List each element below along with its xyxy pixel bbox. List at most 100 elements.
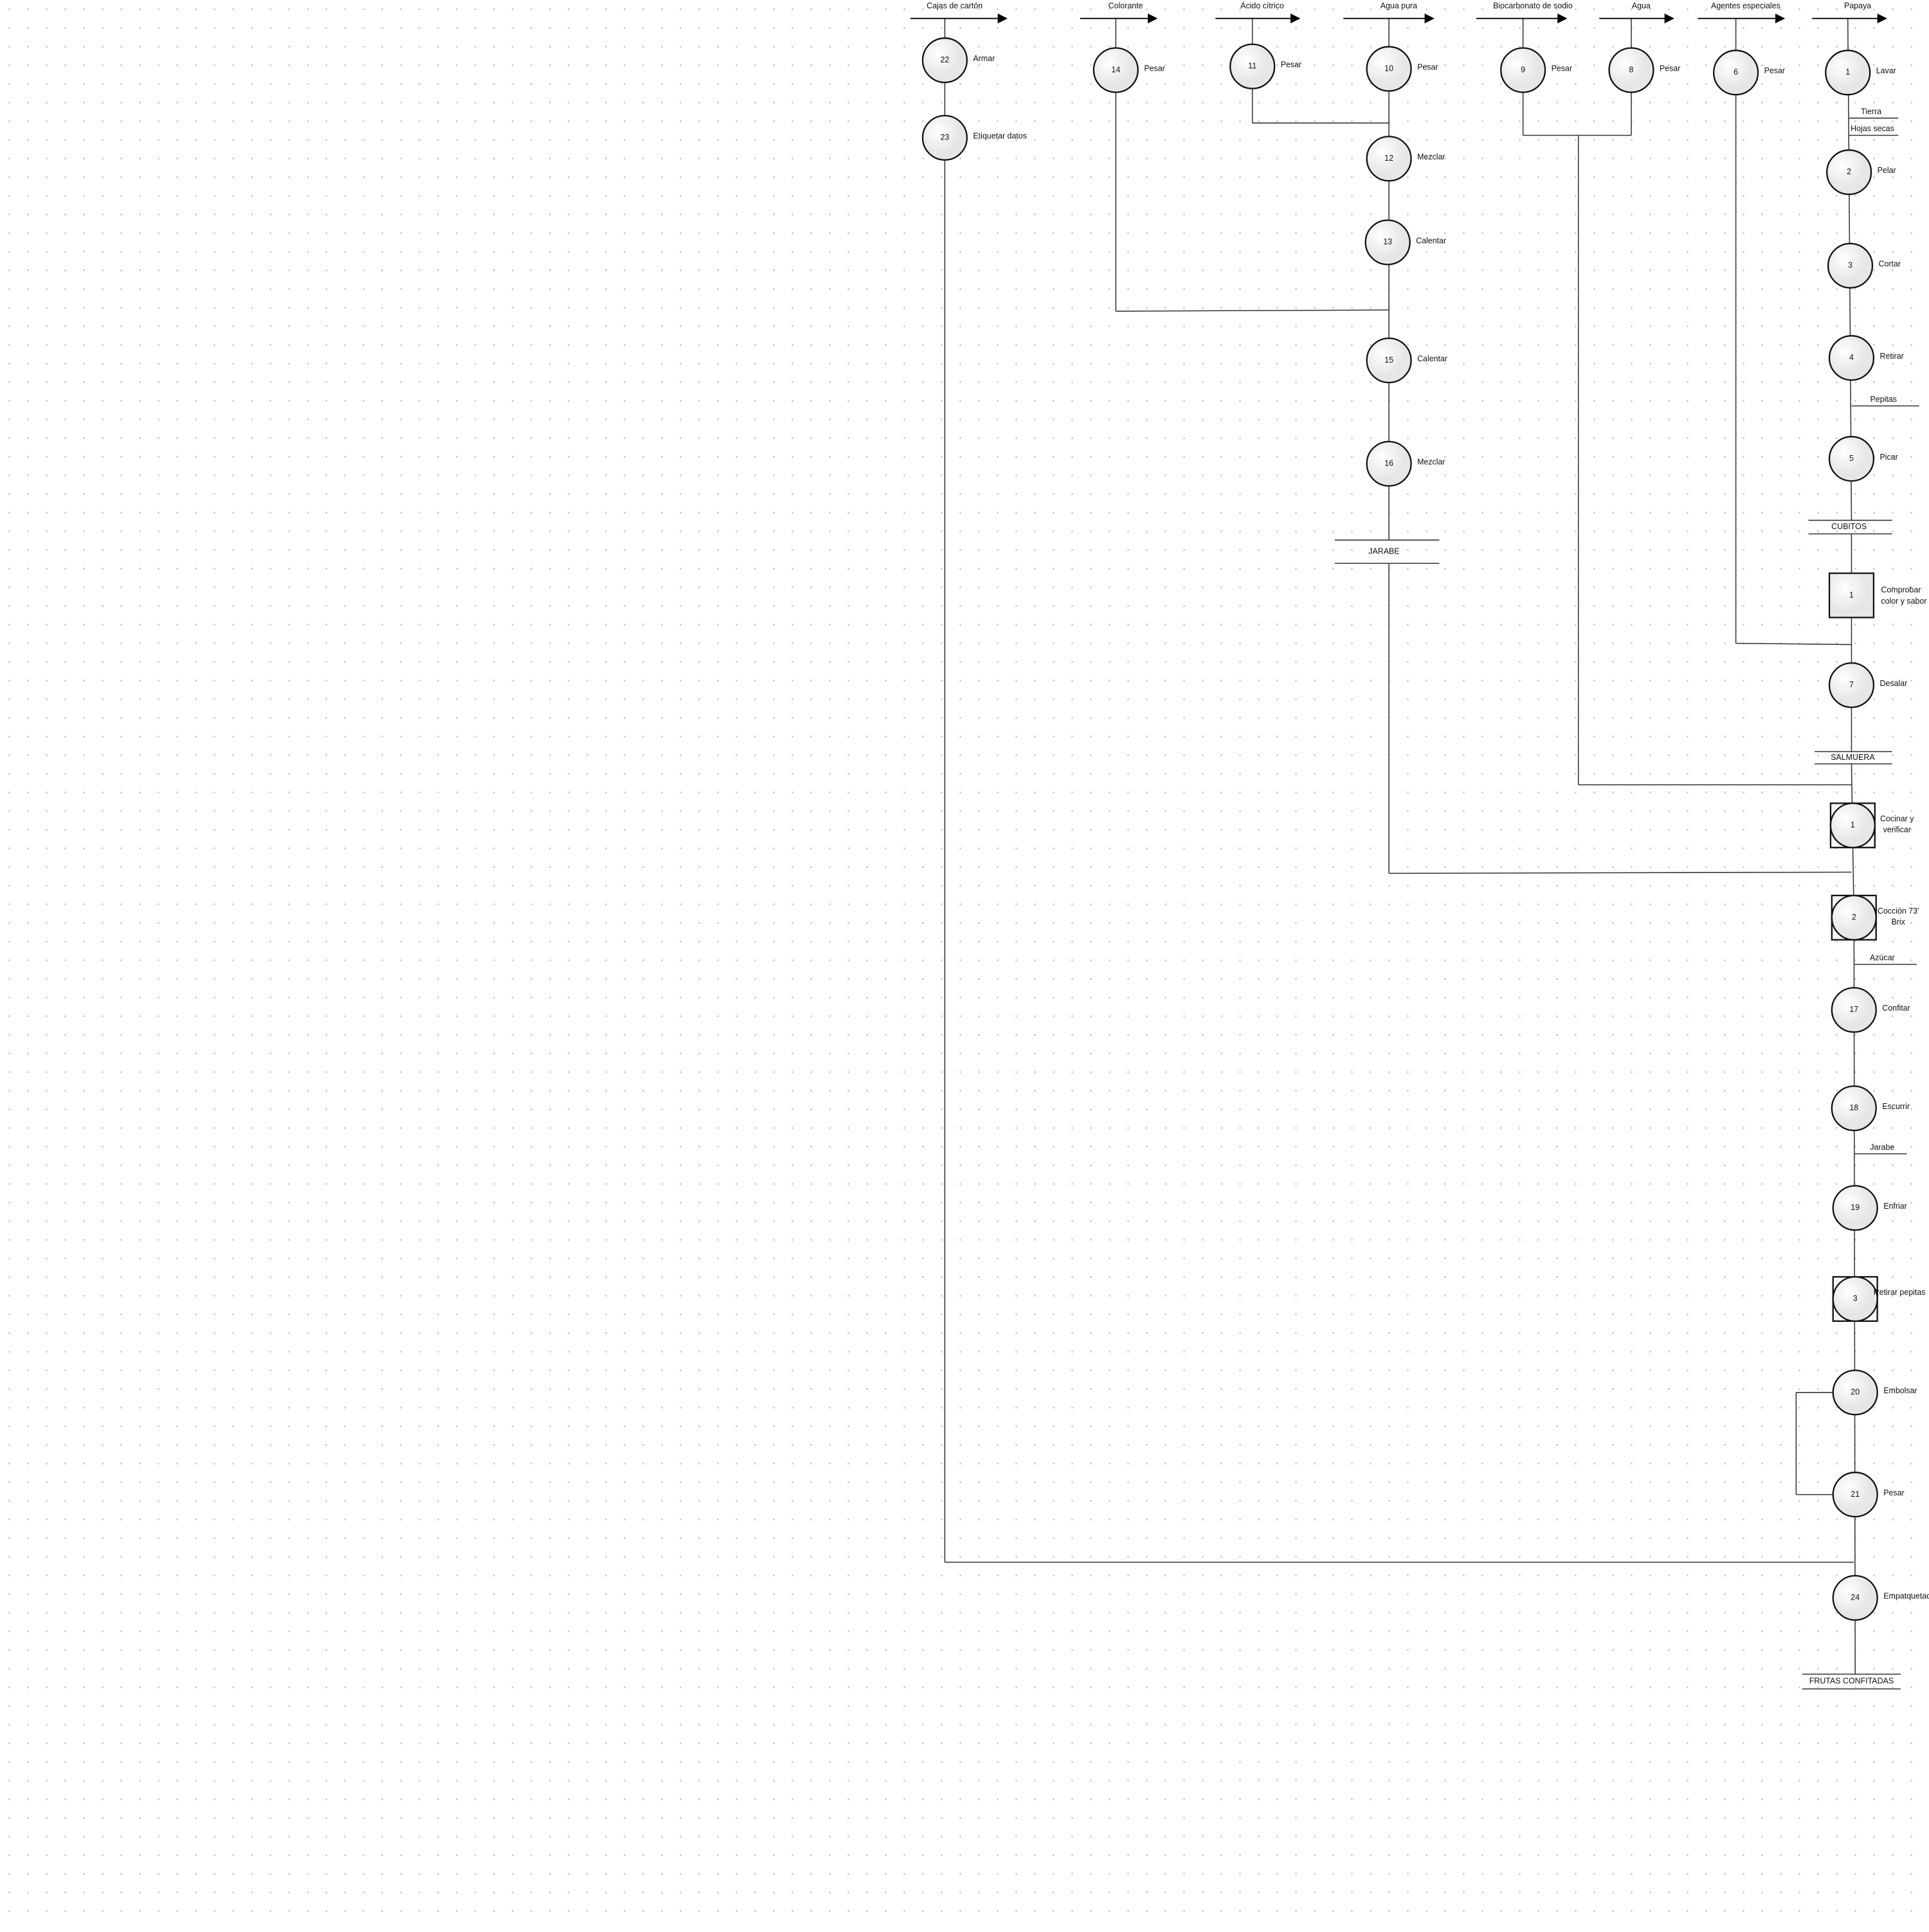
storage-label: SALMUERA xyxy=(1831,753,1875,762)
combined-circle xyxy=(1831,894,1877,941)
operation-circle xyxy=(1832,1369,1878,1416)
operation-number: 15 xyxy=(1384,356,1393,365)
operation-label: Pesar xyxy=(1281,60,1301,69)
inspection-label: color y sabor xyxy=(1881,597,1926,606)
operation-circle xyxy=(1366,46,1412,92)
operation-label: Empatquetado xyxy=(1883,1592,1929,1601)
combined-label: Retirar pepitas xyxy=(1874,1288,1926,1297)
operation-circle xyxy=(1832,1472,1878,1518)
operation-circle xyxy=(1364,219,1411,266)
operation-label: Embolsar xyxy=(1883,1386,1917,1395)
operation-circle xyxy=(921,37,968,84)
operation-label: Pesar xyxy=(1552,64,1572,73)
operation-label: Pelar xyxy=(1878,166,1896,175)
operation-circle xyxy=(1828,662,1875,709)
operation-label: Cortar xyxy=(1879,260,1901,269)
operation-circle xyxy=(1229,43,1276,89)
operation-label: Pesar xyxy=(1883,1488,1904,1497)
storage-label: CUBITOS xyxy=(1831,522,1867,531)
operation-label: Mezclar xyxy=(1417,458,1445,467)
operation-label: Pesar xyxy=(1417,63,1438,72)
input-label: Agentes especiales xyxy=(1711,1,1780,10)
output-label: Azúcar xyxy=(1870,953,1895,962)
operation-number: 1 xyxy=(1845,68,1850,77)
operation-number: 6 xyxy=(1734,68,1738,77)
operation-label: Enfriar xyxy=(1883,1202,1907,1211)
operation-number: 4 xyxy=(1849,353,1854,362)
operation-label: Confitar xyxy=(1882,1004,1910,1013)
operation-number: 7 xyxy=(1849,680,1854,689)
operation-circle xyxy=(1831,1085,1877,1132)
operation-label: Etiquetar datos xyxy=(973,132,1027,141)
input-label: Papaya xyxy=(1844,1,1871,10)
operation-circle xyxy=(1366,338,1412,384)
operation-number: 21 xyxy=(1851,1490,1860,1499)
operation-number: 22 xyxy=(940,55,949,64)
operation-circle xyxy=(1832,1185,1878,1231)
output-label: Pepitas xyxy=(1870,395,1896,404)
operation-number: 2 xyxy=(1847,167,1851,176)
output-label: Jarabe xyxy=(1870,1142,1894,1151)
combined-label: Cocción 73' xyxy=(1878,907,1919,916)
combined-number: 1 xyxy=(1851,820,1855,829)
operation-circle xyxy=(1831,987,1877,1033)
operation-number: 5 xyxy=(1849,454,1854,463)
storage-label: FRUTAS CONFITADAS xyxy=(1809,1677,1894,1686)
operation-label: Retirar xyxy=(1879,352,1903,361)
output-label: Hojas secas xyxy=(1851,124,1894,133)
combined-number: 3 xyxy=(1853,1294,1858,1303)
operation-label: Mezclar xyxy=(1417,152,1445,161)
operation-number: 20 xyxy=(1851,1387,1860,1396)
operation-number: 12 xyxy=(1384,154,1393,163)
operation-number: 13 xyxy=(1383,237,1392,246)
inspection-square xyxy=(1828,572,1875,618)
flow-line xyxy=(1116,309,1390,312)
operation-label: Pesar xyxy=(1660,64,1680,73)
operation-circle xyxy=(1366,440,1412,487)
input-label: Agua pura xyxy=(1381,1,1417,10)
operation-circle xyxy=(1608,47,1654,93)
combined-circle xyxy=(1832,1276,1878,1322)
operation-circle xyxy=(1826,149,1872,195)
operation-circle xyxy=(1092,47,1139,93)
operation-circle xyxy=(921,114,968,161)
input-label: Agua xyxy=(1632,1,1651,10)
operation-number: 10 xyxy=(1384,64,1393,73)
operation-number: 16 xyxy=(1384,459,1393,468)
operation-circle xyxy=(1828,436,1875,482)
operation-number: 3 xyxy=(1848,261,1852,270)
inspection-label: Comprobar xyxy=(1881,586,1921,595)
inspection-number: 1 xyxy=(1849,590,1854,599)
operation-number: 11 xyxy=(1248,62,1256,71)
operation-circle xyxy=(1366,136,1412,182)
input-label: Cajas de cartón xyxy=(927,1,983,10)
operation-number: 18 xyxy=(1849,1103,1858,1112)
operation-label: Pesar xyxy=(1764,66,1785,75)
output-label: Tierra xyxy=(1861,107,1881,116)
operation-label: Armar xyxy=(973,54,995,63)
operation-number: 19 xyxy=(1851,1203,1860,1212)
operation-number: 8 xyxy=(1629,65,1634,74)
operation-number: 24 xyxy=(1851,1593,1860,1602)
input-label: Ácido cítrico xyxy=(1240,1,1284,10)
operation-number: 17 xyxy=(1849,1005,1858,1014)
combined-label: Brix xyxy=(1891,917,1905,926)
input-label: Colorante xyxy=(1109,1,1143,10)
operation-label: Desalar xyxy=(1879,679,1907,688)
operation-circle xyxy=(1828,335,1875,381)
input-label: Biocarbonato de sodio xyxy=(1493,1,1573,10)
operation-number: 23 xyxy=(940,133,949,142)
storage-label: JARABE xyxy=(1368,546,1399,555)
operation-number: 14 xyxy=(1111,65,1120,74)
operation-label: Calentar xyxy=(1416,236,1446,245)
operation-circle xyxy=(1500,47,1546,93)
operation-label: Picar xyxy=(1879,453,1897,462)
operation-circle xyxy=(1832,1575,1878,1621)
flow-line xyxy=(1389,871,1852,874)
combined-number: 2 xyxy=(1852,913,1856,922)
operation-circle xyxy=(1713,50,1759,96)
flow-line xyxy=(1735,642,1852,646)
operation-label: Calentar xyxy=(1417,354,1447,363)
